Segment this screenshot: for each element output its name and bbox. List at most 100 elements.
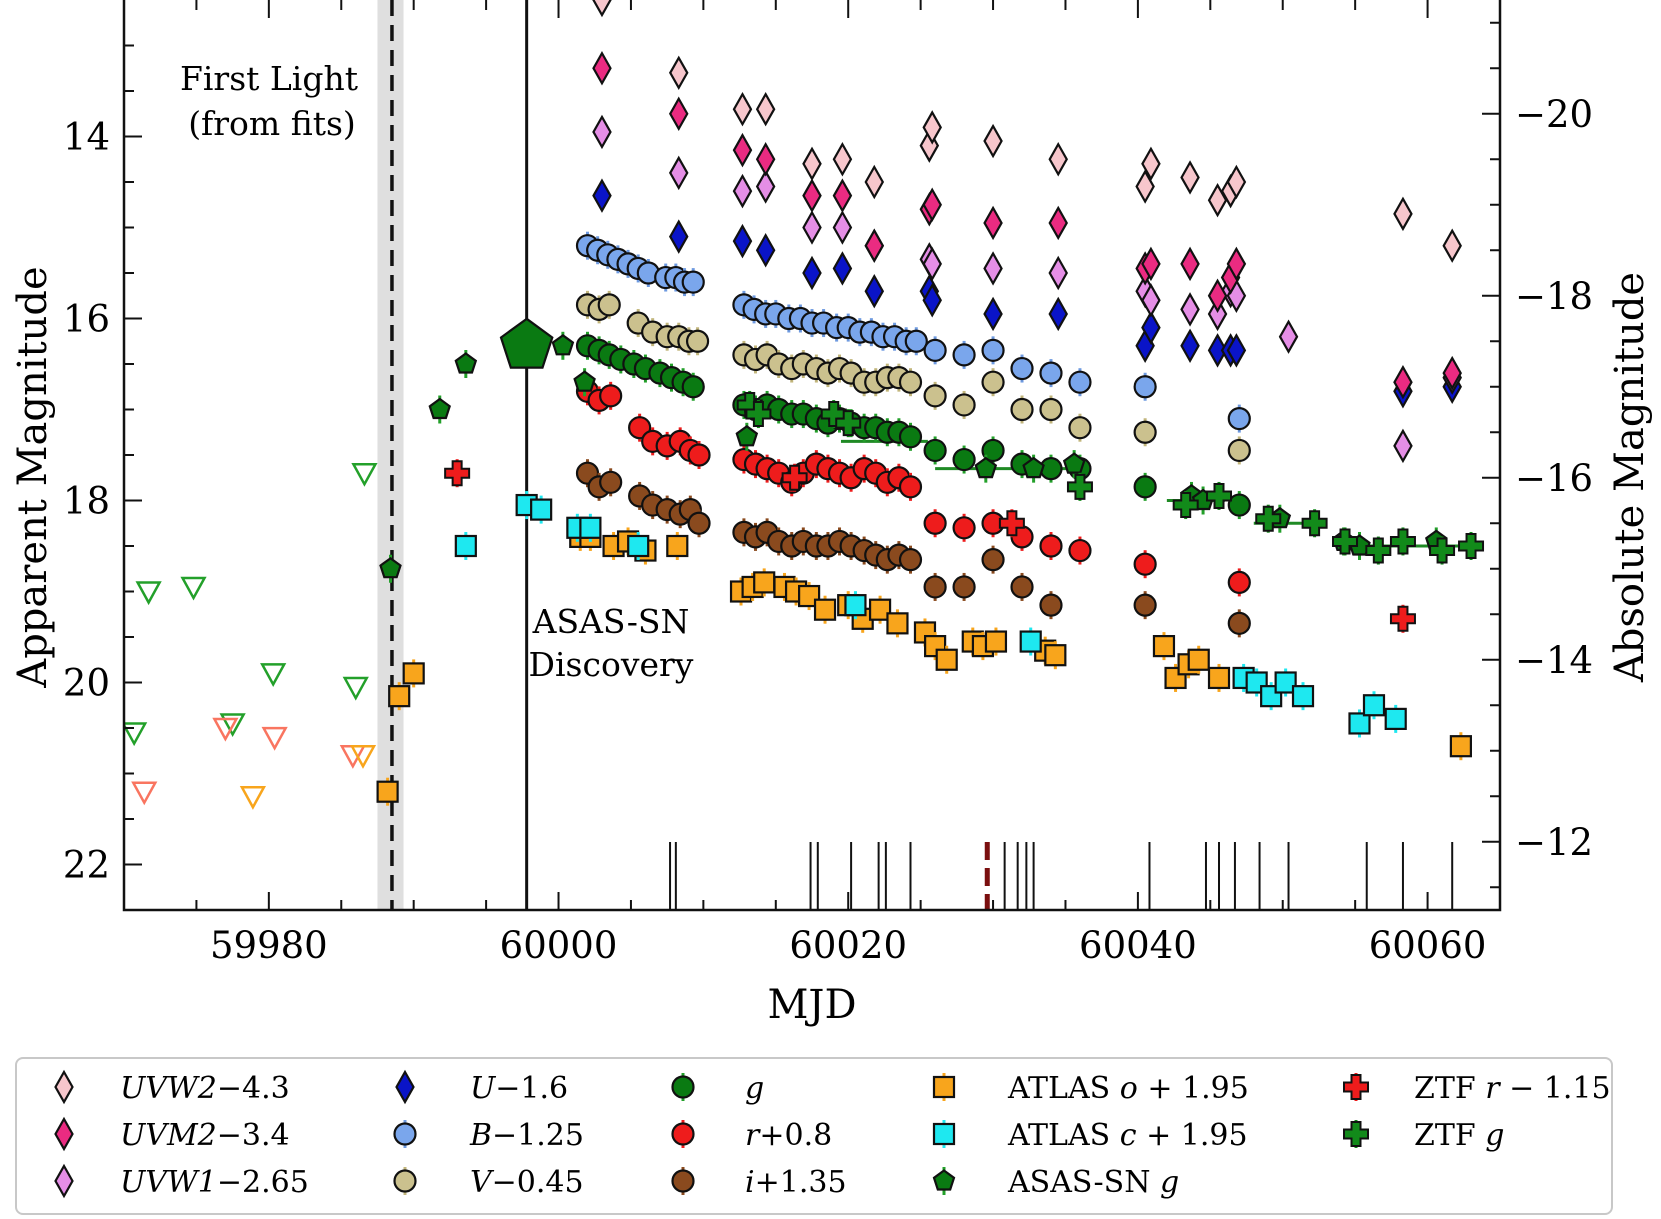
data-point [1048, 142, 1068, 177]
x-axis-label: MJD [767, 982, 856, 1028]
legend-label: UVM2−3.4 [120, 1118, 290, 1153]
y-tick-label: 22 [63, 844, 110, 887]
y-tick-label: 14 [63, 116, 110, 159]
data-point [1227, 493, 1251, 517]
data-point [1442, 355, 1462, 391]
data-point [732, 223, 753, 259]
data-point [735, 424, 759, 447]
data-point [1301, 510, 1328, 537]
data-point [922, 283, 942, 318]
y-tick-label: 20 [63, 662, 110, 705]
data-point [1389, 605, 1416, 632]
data-point [687, 511, 711, 535]
legend-label-band: UVM2 [120, 1118, 217, 1153]
discovery-marker [499, 317, 554, 369]
data-point [428, 397, 451, 420]
reference-lines [390, 0, 529, 910]
data-point [922, 110, 942, 145]
legend-label-survey: ZTF [1414, 1118, 1485, 1153]
legend-label-band: g [1160, 1165, 1179, 1200]
data-point [755, 142, 776, 177]
data-point [1227, 570, 1251, 595]
data-point [981, 548, 1005, 572]
data-point [687, 443, 711, 467]
legend-marker [393, 1122, 417, 1146]
legend-label: U−1.6 [470, 1071, 568, 1106]
legend-marker [54, 1116, 74, 1152]
legend: UVW2−4.3UVM2−3.4UVW1−2.65U−1.6B−1.25V−0.… [15, 1057, 1613, 1215]
data-point [1048, 296, 1068, 332]
data-point [681, 270, 705, 294]
data-point [981, 338, 1005, 362]
data-point [745, 401, 772, 428]
data-point [923, 511, 947, 535]
data-point [685, 329, 710, 353]
data-point [1226, 164, 1247, 200]
data-point [864, 273, 885, 309]
legend-label-survey: ZTF [1414, 1071, 1485, 1106]
data-point [1133, 375, 1157, 399]
upper-limit-marker [124, 722, 148, 747]
data-point [835, 410, 862, 437]
legend-marker [1343, 1121, 1369, 1147]
legend-label-offset: −3.4 [217, 1118, 290, 1153]
data-point [376, 780, 399, 803]
legend-marker [54, 1163, 74, 1199]
legend-label-band: V [470, 1165, 495, 1200]
data-point [1048, 205, 1068, 241]
legend-label-offset: +0.8 [759, 1118, 832, 1153]
data-point [1278, 319, 1299, 354]
data-point [1141, 310, 1161, 345]
data-point [1039, 534, 1063, 558]
data-point [1274, 671, 1297, 694]
legend-label-band: B [469, 1118, 492, 1153]
data-point [832, 142, 853, 177]
data-point [983, 205, 1003, 241]
data-point [1180, 160, 1200, 195]
data-point [1010, 356, 1034, 381]
data-point [802, 146, 822, 182]
data-point [627, 534, 650, 558]
data-point [802, 255, 822, 291]
data-point [981, 438, 1005, 463]
data-point [1044, 644, 1067, 667]
legend-label: r+0.8 [745, 1118, 832, 1153]
legend-label: V−0.45 [470, 1165, 584, 1200]
data-point [755, 233, 776, 268]
data-point [1180, 246, 1200, 282]
data-point [1152, 634, 1176, 658]
upper-limit-marker [96, 560, 118, 580]
legend-label-band: r [1485, 1071, 1501, 1106]
data-point [1010, 397, 1034, 422]
data-point [1068, 416, 1092, 440]
data-point [952, 393, 976, 417]
data-point [388, 685, 411, 708]
data-point [1255, 505, 1282, 532]
data-point [952, 343, 976, 367]
legend-label: ATLAS c + 1.95 [1007, 1118, 1248, 1153]
legend-box [15, 1057, 1613, 1215]
y2-tick-label: −18 [1515, 275, 1593, 318]
data-point [1384, 707, 1407, 731]
data-point [1133, 552, 1157, 576]
data-point [732, 173, 753, 209]
data-point [898, 370, 923, 394]
legend-marker [393, 1169, 417, 1193]
legend-marker [671, 1075, 695, 1099]
legend-label-survey: ASAS-SN [1007, 1165, 1160, 1200]
y-axis-label: Apparent Magnitude [10, 266, 56, 688]
data-point [1010, 575, 1034, 599]
data-point [668, 155, 689, 191]
legend-marker [395, 1069, 415, 1105]
data-point [981, 370, 1005, 394]
data-point [592, 51, 612, 86]
data-point [1141, 146, 1161, 182]
legend-label: ZTF r − 1.15 [1414, 1071, 1611, 1106]
legend-label: UVW2−4.3 [120, 1071, 290, 1106]
data-point [599, 470, 623, 494]
legend-marker [1343, 1074, 1369, 1100]
data-point [1393, 428, 1413, 464]
data-point [1291, 685, 1315, 708]
data-point [592, 0, 612, 18]
legend-label-offset: + 1.95 [1137, 1118, 1248, 1153]
